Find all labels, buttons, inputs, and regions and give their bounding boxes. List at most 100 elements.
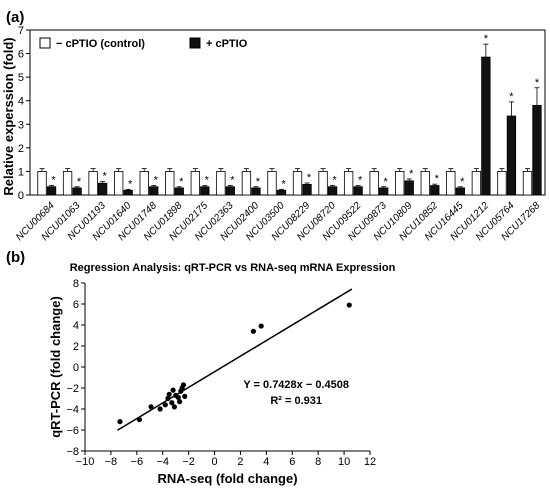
- y-tick-label: 2: [18, 143, 24, 155]
- significance-marker: *: [77, 176, 82, 188]
- bar-control: [241, 171, 252, 196]
- bar-control: [522, 171, 533, 196]
- legend-swatch-control: [39, 37, 51, 49]
- bar-control: [37, 171, 47, 196]
- bar-control: [190, 171, 200, 196]
- bar-cptio: [353, 186, 363, 196]
- significance-marker: *: [484, 33, 489, 45]
- scatter-point: [175, 394, 181, 401]
- bar-chart-plot-frame: [29, 29, 546, 196]
- significance-marker: *: [179, 176, 184, 188]
- y-tick-label: 5: [18, 72, 24, 84]
- bar-cptio: [149, 186, 159, 196]
- scatter-point: [166, 391, 172, 397]
- significance-marker: *: [205, 175, 210, 187]
- y-tick-label: 6: [18, 49, 24, 61]
- bar-cptio: [251, 187, 261, 196]
- legend-swatch-cptio: [189, 37, 201, 49]
- y-tick-label: 8: [73, 278, 79, 290]
- bar-chart-legend: − cPTIO (control) + cPTIO: [39, 37, 248, 50]
- x-tick-label: −6: [131, 456, 144, 468]
- y-tick-label: 7: [18, 25, 24, 37]
- legend-label-cptio: + cPTIO: [206, 38, 248, 50]
- bar-cptio: [97, 182, 108, 196]
- scatter-chart-title: Regression Analysis: qRT-PCR vs RNA-seq …: [70, 262, 396, 274]
- scatter-point: [176, 399, 183, 405]
- scatter-point: [182, 393, 188, 399]
- legend-label-control: − cPTIO (control): [56, 38, 145, 50]
- x-tick-label: −4: [156, 456, 169, 468]
- significance-marker: *: [102, 170, 107, 182]
- bar-cptio: [200, 186, 210, 196]
- scatter-point: [157, 406, 163, 412]
- bar-cptio: [532, 105, 542, 196]
- bar-control: [216, 171, 226, 196]
- bar-cptio: [455, 187, 465, 196]
- y-tick-label: −6: [66, 425, 79, 437]
- bar-cptio: [72, 187, 82, 196]
- bar-cptio: [379, 187, 389, 196]
- bar-control: [471, 171, 482, 196]
- bar-control: [420, 171, 430, 196]
- significance-marker: *: [307, 172, 312, 184]
- bar-control: [165, 171, 175, 196]
- bar-control: [497, 171, 507, 196]
- bar-control: [318, 171, 328, 196]
- significance-marker: *: [230, 175, 235, 187]
- bar-control: [446, 171, 456, 196]
- bar-control: [369, 171, 379, 196]
- bar-cptio: [276, 189, 287, 196]
- x-tick-label: 4: [263, 456, 269, 468]
- panel-a-label: (a): [6, 9, 24, 26]
- significance-marker: *: [460, 176, 465, 188]
- bar-cptio: [327, 186, 338, 196]
- bar-cptio: [506, 115, 517, 196]
- scatter-point: [165, 395, 171, 402]
- scatter-point: [180, 382, 187, 388]
- scatter-point: [117, 419, 123, 425]
- bar-cptio: [123, 189, 133, 196]
- x-tick-label: 8: [315, 456, 321, 468]
- significance-marker: *: [128, 178, 133, 190]
- significance-marker: *: [409, 168, 414, 180]
- bar-control: [114, 171, 124, 196]
- scatter-point: [136, 416, 143, 423]
- y-tick-label: 0: [73, 362, 79, 374]
- bar-cptio: [302, 183, 312, 196]
- bar-chart-panel: Relative experssion (fold) − cPTIO (cont…: [1, 25, 546, 243]
- scatter-point: [162, 402, 168, 408]
- significance-marker: *: [435, 173, 440, 185]
- y-tick-label: 4: [73, 320, 79, 332]
- regression-line: [116, 288, 353, 431]
- y-tick-label: 0: [18, 190, 24, 202]
- x-tick-label: 10: [338, 456, 350, 468]
- bar-control: [139, 171, 149, 196]
- x-tick-label: 0: [211, 456, 217, 468]
- bar-control: [62, 171, 73, 196]
- bar-control: [292, 171, 303, 196]
- x-tick-label: 12: [364, 456, 376, 468]
- panel-b-label: (b): [6, 249, 25, 266]
- bar-cptio: [46, 186, 57, 196]
- bar-cptio: [225, 186, 236, 196]
- x-tick-label: 6: [289, 456, 295, 468]
- r-squared-label: R² = 0.931: [270, 395, 322, 407]
- y-tick-label: −2: [66, 383, 79, 395]
- scatter-point: [148, 404, 154, 410]
- bar-chart-y-axis-label: Relative experssion (fold): [1, 37, 16, 195]
- significance-marker: *: [384, 176, 389, 188]
- bar-control: [343, 171, 354, 196]
- regression-equation: Y = 0.7428x − 0.4508: [243, 379, 349, 391]
- y-tick-label: 3: [18, 119, 24, 131]
- bar-cptio: [430, 185, 440, 196]
- x-tick-label: −2: [182, 456, 195, 468]
- y-tick-label: 2: [73, 341, 79, 353]
- bar-control: [395, 171, 405, 196]
- significance-marker: *: [256, 176, 261, 188]
- scatter-point: [250, 328, 257, 334]
- bar-cptio: [481, 56, 491, 196]
- y-tick-label: 6: [73, 299, 79, 311]
- significance-marker: *: [358, 175, 363, 187]
- significance-marker: *: [154, 175, 159, 187]
